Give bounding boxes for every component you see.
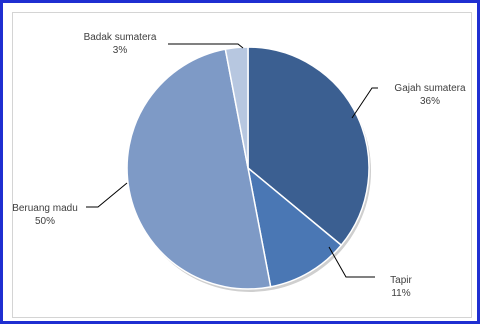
- slice-percent-badak-sumatera: 3%: [113, 45, 128, 56]
- slice-percent-tapir: 11%: [391, 288, 410, 299]
- leader-line-beruang-madu: [86, 182, 128, 208]
- leader-line-tapir: [328, 246, 375, 278]
- leader-line-gajah-sumatera: [351, 87, 378, 119]
- pie-slice-gajah-sumatera: [247, 46, 370, 247]
- slice-percent-gajah-sumatera: 36%: [420, 96, 440, 107]
- slice-label-tapir: Tapir: [390, 275, 412, 286]
- slice-percent-beruang-madu: 50%: [35, 216, 55, 227]
- slice-label-badak-sumatera: Badak sumatera: [84, 32, 157, 43]
- pie-slice-badak-sumatera: [224, 46, 249, 169]
- leader-line-badak-sumatera: [168, 43, 244, 49]
- slice-label-gajah-sumatera: Gajah sumatera: [394, 83, 466, 94]
- pie-slice-beruang-madu: [126, 48, 272, 290]
- slice-label-beruang-madu: Beruang madu: [12, 203, 78, 214]
- pie-slice-tapir: [246, 166, 343, 288]
